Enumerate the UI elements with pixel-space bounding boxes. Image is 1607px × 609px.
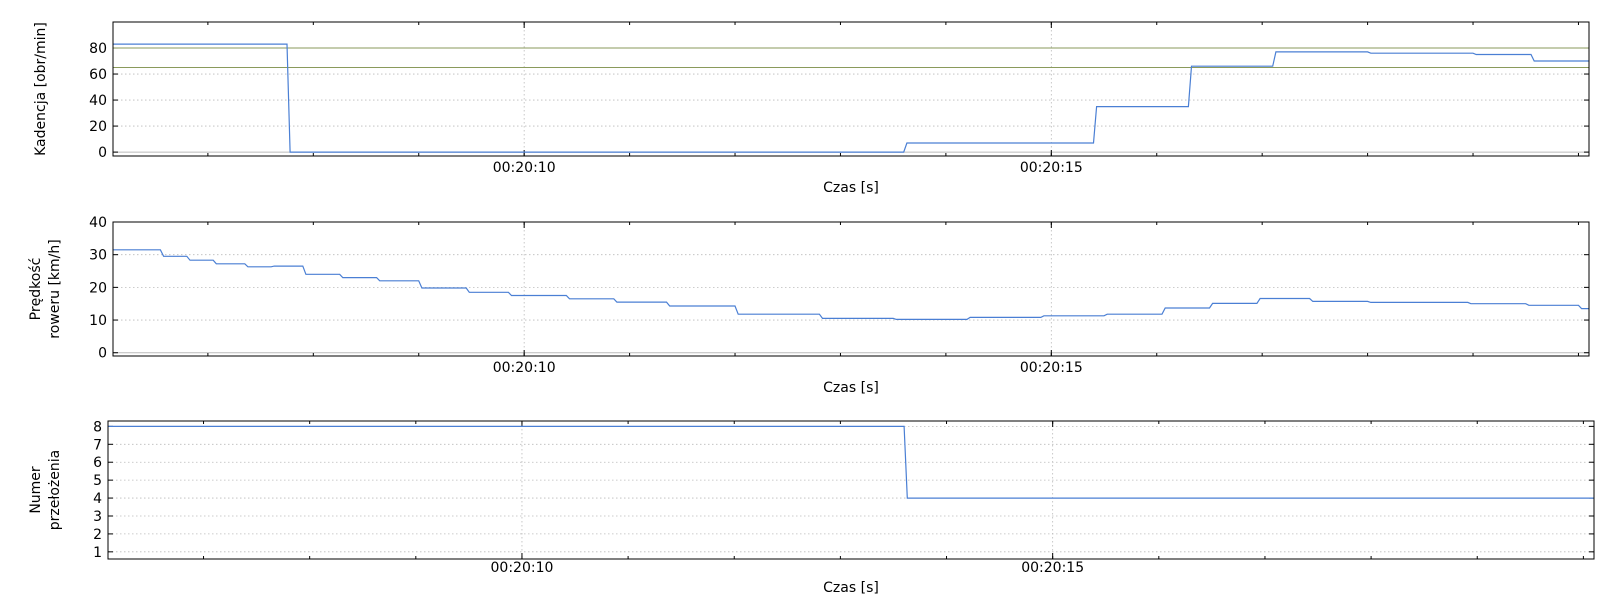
y-tick-label: 40 (89, 93, 107, 109)
y-axis-label: Numer przełożenia (28, 450, 63, 530)
y-tick-label: 20 (89, 119, 107, 135)
y-tick-label: 6 (93, 455, 102, 471)
y-axis-label: Kadencja [obr/min] (33, 22, 49, 156)
x-tick-label: 00:20:10 (493, 360, 556, 376)
x-tick-label: 00:20:15 (1021, 560, 1084, 576)
y-tick-label: 0 (98, 145, 107, 161)
x-axis-label: Czas [s] (823, 380, 879, 396)
series-line (113, 43, 1589, 153)
y-tick-label: 2 (93, 527, 102, 543)
plot-frame (112, 221, 1590, 357)
chart-panel-1: 0 20 40 60 80 00:20:10 00:20:15 Czas [s] Kadencj… (33, 21, 1590, 196)
plot-frame (112, 21, 1590, 157)
y-tick-label: 1 (93, 545, 102, 561)
x-tick-label: 00:20:15 (1020, 160, 1083, 176)
x-axis-label: Czas [s] (823, 580, 879, 596)
y-tick-label: 10 (89, 313, 107, 329)
y-tick-label: 5 (93, 473, 102, 489)
series-line (113, 249, 1589, 320)
y-tick-label: 0 (98, 346, 107, 362)
y-tick-label: 20 (89, 280, 107, 296)
y-tick-label: 80 (89, 41, 107, 57)
y-tick-label: 60 (89, 67, 107, 83)
series-line (108, 425, 1594, 499)
y-tick-label: 8 (93, 419, 102, 435)
y-axis-label: Prędkość roweru [km/h] (28, 239, 63, 338)
chart-panel-3: 1 2 3 4 5 6 7 8 00:20:10 00:20:15 Czas [s] Numer prz… (28, 419, 1595, 596)
y-tick-label: 30 (89, 248, 107, 264)
y-tick-label: 4 (93, 491, 102, 507)
chart-panel-2: 0 10 20 30 40 00:20:10 00:20:15 Czas [s] Prędkoś… (28, 215, 1590, 396)
plot-frame (107, 420, 1595, 560)
x-tick-label: 00:20:10 (493, 160, 556, 176)
y-tick-label: 40 (89, 215, 107, 231)
y-tick-label: 3 (93, 509, 102, 525)
y-tick-label: 7 (93, 437, 102, 453)
x-axis-label: Czas [s] (823, 180, 879, 196)
x-tick-label: 00:20:10 (491, 560, 554, 576)
x-tick-label: 00:20:15 (1020, 360, 1083, 376)
